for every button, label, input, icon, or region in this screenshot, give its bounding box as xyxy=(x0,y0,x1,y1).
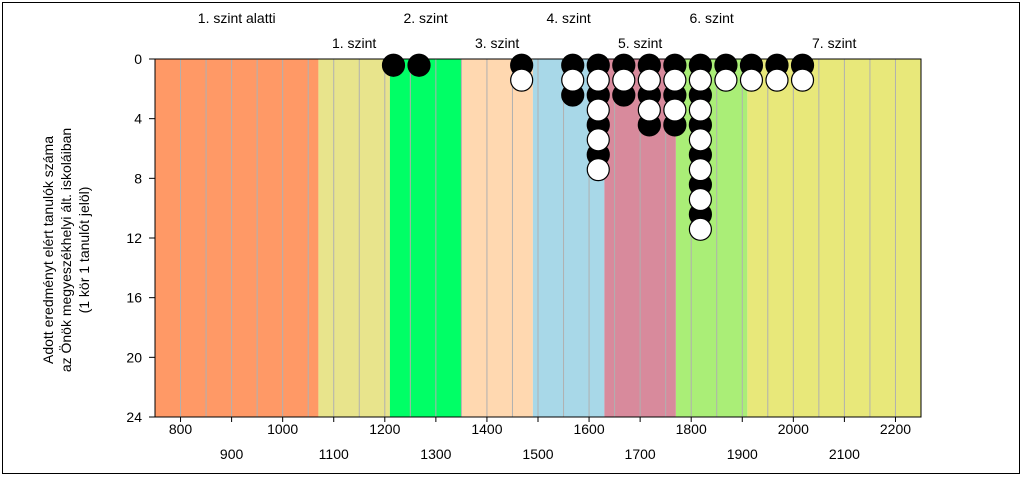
x-tick-label: 1600 xyxy=(573,421,604,437)
level-band xyxy=(389,59,462,417)
y-tick-label: 20 xyxy=(126,349,142,365)
white-student-marker xyxy=(586,68,610,92)
x-tick-label: 2100 xyxy=(829,446,860,462)
x-tick-label: 1400 xyxy=(471,421,502,437)
level-band xyxy=(155,59,319,417)
white-student-marker xyxy=(688,158,712,182)
band-label: 4. szint xyxy=(546,10,590,26)
white-student-marker xyxy=(765,68,789,92)
white-student-marker xyxy=(714,68,738,92)
x-tick-label: 1800 xyxy=(676,421,707,437)
white-student-marker xyxy=(739,68,764,92)
white-student-marker xyxy=(663,68,687,92)
level-band xyxy=(318,59,390,417)
white-student-marker xyxy=(637,98,661,122)
band-label: 1. szint alatti xyxy=(198,10,276,26)
white-student-marker xyxy=(586,158,610,182)
axes xyxy=(149,58,922,422)
axis-labels: 1. szint alatti 1. szint 2. szint 3. szint 4… xyxy=(40,10,911,462)
y-tick-label: 4 xyxy=(134,111,142,127)
y-tick-label: 8 xyxy=(134,170,142,186)
white-student-marker xyxy=(586,128,610,152)
y-tick-label: 12 xyxy=(126,230,142,246)
white-student-marker xyxy=(688,187,712,212)
level-band xyxy=(747,59,921,417)
band-label: 6. szint xyxy=(689,10,733,26)
black-student-marker xyxy=(381,53,406,77)
x-tick-label: 1100 xyxy=(319,446,349,462)
y-axis-label-line: az Önök megyeszékhelyi ált. iskoláiban xyxy=(57,128,74,372)
white-student-marker xyxy=(586,98,610,122)
white-student-marker xyxy=(790,68,815,92)
x-tick-label: 1900 xyxy=(727,446,758,462)
x-tick-label: 900 xyxy=(220,446,244,462)
y-axis-label-line: (1 kör 1 tanulót jelöl) xyxy=(76,187,92,314)
chart-svg: 1. szint alatti 1. szint 2. szint 3. szint 4… xyxy=(40,10,922,462)
y-axis-label-line: Adott eredményt elért tanulók száma xyxy=(40,136,56,364)
white-student-marker xyxy=(637,68,661,92)
white-student-marker xyxy=(561,68,585,92)
white-student-marker xyxy=(688,128,712,152)
band-label: 7. szint xyxy=(812,35,856,51)
white-student-marker xyxy=(688,217,712,241)
white-student-marker xyxy=(663,98,687,122)
level-band xyxy=(461,59,533,417)
x-tick-label: 800 xyxy=(169,421,193,437)
white-student-marker xyxy=(510,68,534,92)
y-tick-label: 16 xyxy=(126,290,142,306)
vertical-gridlines xyxy=(180,59,896,417)
band-label: 5. szint xyxy=(618,35,662,51)
white-student-marker xyxy=(688,98,712,122)
x-tick-label: 1000 xyxy=(267,421,298,437)
white-student-marker xyxy=(612,68,636,92)
level-band xyxy=(675,59,748,417)
x-tick-label: 1700 xyxy=(625,446,656,462)
x-tick-label: 2000 xyxy=(778,421,809,437)
x-tick-label: 1300 xyxy=(420,446,451,462)
black-student-marker xyxy=(407,53,431,77)
y-tick-label: 24 xyxy=(126,409,142,425)
band-label: 1. szint xyxy=(332,35,376,51)
x-tick-label: 1200 xyxy=(369,421,400,437)
white-student-marker xyxy=(688,68,712,92)
x-tick-label: 1500 xyxy=(522,446,553,462)
student-markers xyxy=(381,53,815,241)
band-label: 3. szint xyxy=(475,35,519,51)
x-tick-label: 2200 xyxy=(880,421,911,437)
y-tick-label: 0 xyxy=(134,51,142,67)
band-label: 2. szint xyxy=(403,10,447,26)
level-bands xyxy=(155,59,921,417)
